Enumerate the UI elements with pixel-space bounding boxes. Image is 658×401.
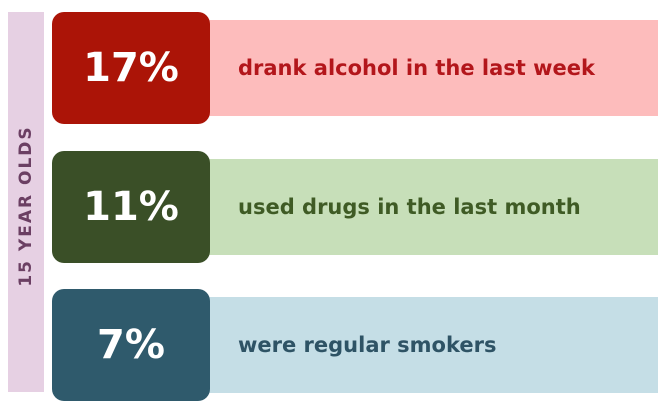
stat-row-smokers: 7% were regular smokers [52, 289, 658, 401]
age-group-band [8, 12, 44, 392]
stat-strip [202, 159, 658, 255]
stat-strip [202, 20, 658, 116]
age-group-label: 15 YEAR OLDS [16, 125, 36, 287]
stat-strip [202, 297, 658, 393]
stat-row-drugs: 11% used drugs in the last month [52, 151, 658, 263]
stat-row-alcohol: 17% drank alcohol in the last week [52, 12, 658, 124]
stat-label: used drugs in the last month [238, 195, 581, 219]
stat-label: were regular smokers [238, 333, 497, 357]
stat-label: drank alcohol in the last week [238, 56, 595, 80]
stat-value: 17% [52, 12, 210, 124]
stat-value: 7% [52, 289, 210, 401]
stat-value: 11% [52, 151, 210, 263]
